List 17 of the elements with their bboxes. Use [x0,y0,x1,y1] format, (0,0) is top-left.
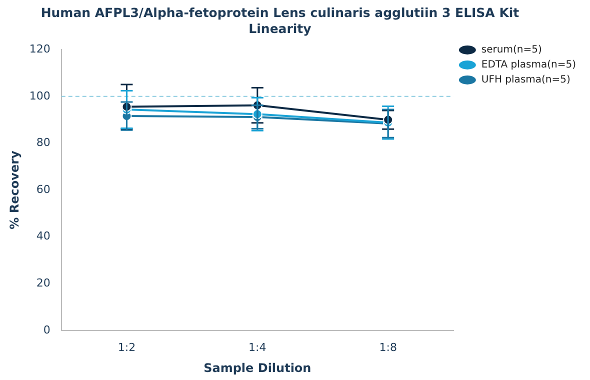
y-tick-label: 20 [36,276,50,290]
y-axis-title: % Recovery [7,150,22,230]
legend-label: serum(n=5) [481,44,542,56]
y-tick-label: 60 [36,182,50,196]
x-tick-label: 1:8 [379,340,397,354]
x-tick-label: 1:4 [248,340,266,354]
legend-label: UFH plasma(n=5) [481,74,570,86]
x-axis-title: Sample Dilution [204,360,312,375]
y-tick-label: 80 [36,136,50,150]
y-tick-label: 40 [36,230,50,243]
chart-title: Human AFPL3/Alpha-fetoprotein Lens culinaris agglutiin 3 ELISA Kit [40,5,520,21]
legend-label: EDTA plasma(n=5) [481,60,576,71]
x-tick-label: 1:2 [118,340,136,354]
y-tick-label: 120 [29,42,50,56]
y-tick-label: 100 [29,89,50,102]
y-tick-label: 0 [43,323,50,336]
chart-subtitle: Linearity [248,21,312,37]
